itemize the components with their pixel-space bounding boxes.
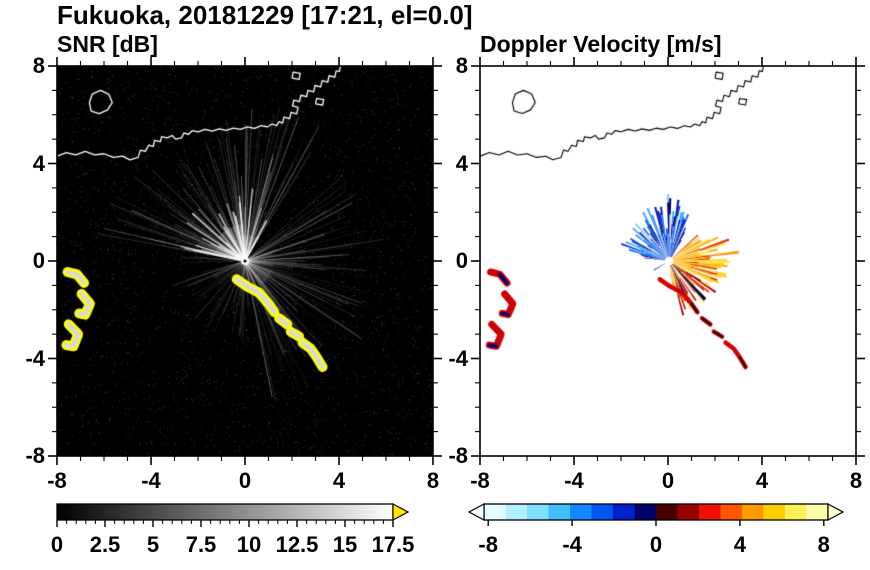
- y-tick-label: -4: [25, 345, 45, 371]
- doppler-colorbar-tick-label: 0: [649, 532, 663, 557]
- y-tick-label: 0: [32, 247, 45, 273]
- snr-colorbar-tick-label: 2.5: [89, 532, 121, 557]
- x-tick-label: -4: [564, 468, 584, 493]
- doppler-plot-canvas: [480, 66, 856, 456]
- x-tick-label: 0: [238, 468, 252, 493]
- y-tick-label: -8: [25, 442, 45, 468]
- doppler-panel-title: Doppler Velocity [m/s]: [480, 31, 722, 57]
- doppler-colorbar-tick-label: -8: [478, 532, 498, 557]
- snr-plot-canvas: [57, 66, 433, 456]
- x-tick-label: 8: [849, 468, 863, 493]
- y-tick-label: 4: [32, 150, 45, 176]
- doppler-colorbar-tick-label: 4: [733, 532, 747, 557]
- doppler-colorbar-tick-label: 8: [817, 532, 830, 557]
- snr-panel-title: SNR [dB]: [57, 31, 158, 57]
- x-tick-label: -8: [470, 468, 490, 493]
- snr-colorbar-tick-label: 5: [146, 532, 160, 557]
- x-tick-label: -4: [141, 468, 161, 493]
- x-tick-label: 4: [755, 468, 769, 493]
- snr-colorbar-tick-label: 17.5: [371, 532, 415, 557]
- x-tick-label: 8: [426, 468, 440, 493]
- x-tick-label: 4: [332, 468, 346, 493]
- x-tick-label: 0: [661, 468, 675, 493]
- figure-title: Fukuoka, 20181229 [17:21, el=0.0]: [57, 0, 473, 30]
- y-tick-label: 8: [32, 52, 45, 78]
- y-tick-label: 4: [455, 150, 468, 176]
- y-tick-label: 0: [455, 247, 468, 273]
- snr-colorbar-tick-label: 7.5: [185, 532, 217, 557]
- snr-colorbar-tick-label: 10: [236, 532, 262, 557]
- snr-colorbar-tick-label: 12.5: [275, 532, 319, 557]
- y-tick-label: 8: [455, 52, 468, 78]
- doppler-colorbar-tick-label: -4: [562, 532, 582, 557]
- snr-colorbar-tick-label: 0: [50, 532, 64, 557]
- y-tick-label: -4: [448, 345, 468, 371]
- snr-colorbar-tick-label: 15: [332, 532, 358, 557]
- y-tick-label: -8: [448, 442, 468, 468]
- x-tick-label: -8: [47, 468, 67, 493]
